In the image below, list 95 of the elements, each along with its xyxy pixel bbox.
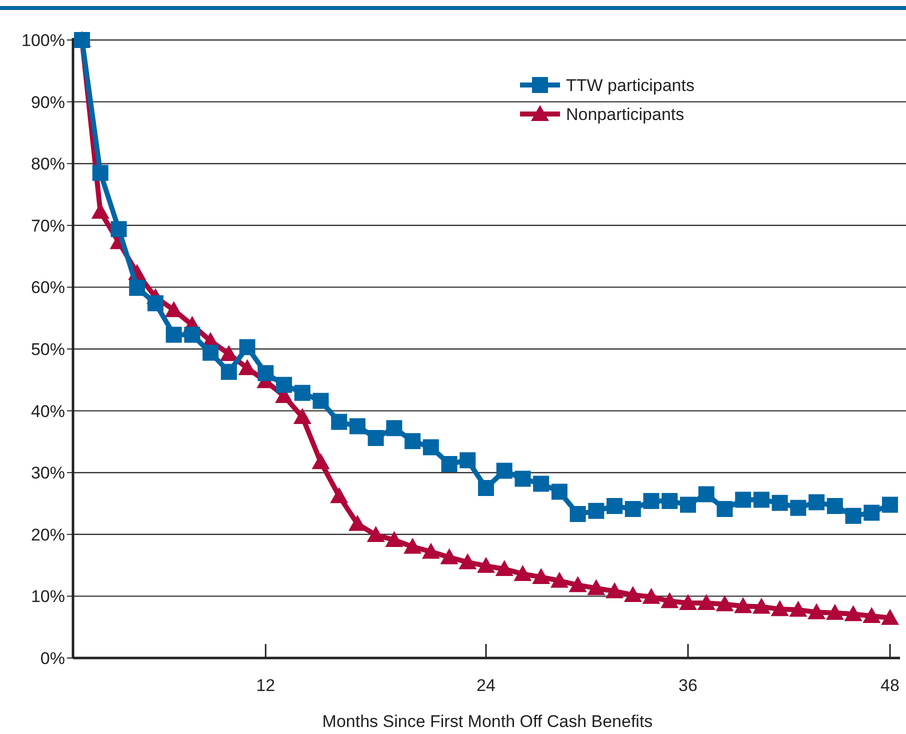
point [808,603,826,620]
y-tick-label: 90% [30,92,65,112]
point [550,572,568,588]
point [734,597,752,614]
point [753,492,770,508]
point [220,364,237,380]
y-tick-label: 70% [30,216,65,236]
point [790,500,806,516]
point [882,496,898,513]
point [588,502,604,519]
point [680,496,696,513]
point [422,439,439,456]
point [826,498,843,514]
point [844,605,862,622]
point [349,418,366,434]
point [129,280,146,296]
point [460,452,476,468]
point [808,494,825,510]
point [679,594,697,610]
point [348,514,366,531]
point [477,556,495,573]
point [587,579,606,596]
point [698,486,714,502]
point [147,295,164,312]
point [293,408,312,424]
point [551,484,568,500]
point [368,430,384,446]
point [92,164,108,181]
y-tick-label: 30% [30,464,65,483]
y-tick-label: 20% [30,525,65,544]
point [440,548,458,564]
point [716,501,733,518]
legend-label: TTW participants [566,76,694,95]
point [862,606,881,623]
point [458,553,477,570]
point [735,492,752,508]
point [514,470,531,487]
point [496,462,512,479]
point [366,526,385,542]
point [642,588,660,604]
x-tick-label: 12 [256,676,276,695]
point [202,344,219,361]
point [624,586,642,602]
point [478,480,494,496]
point [294,384,310,401]
point [312,392,329,409]
y-tick-label: 80% [30,154,65,174]
x-axis-title: Months Since First Month Off Cash Benefits [322,712,653,731]
x-tick-label: 36 [678,676,698,695]
point [331,414,348,430]
x-tick-label: 48 [880,676,900,695]
point [386,420,402,436]
point [385,530,404,547]
point [772,494,788,511]
point [606,498,623,514]
point [239,339,256,356]
point [845,508,862,524]
point [570,506,586,522]
point [568,576,587,592]
point [662,493,678,510]
legend-label: Nonparticipants [566,104,684,124]
point [770,600,789,616]
point [330,487,348,504]
y-tick-label: 100% [22,30,65,50]
point [660,592,679,608]
point [312,453,330,470]
y-tick-label: 40% [30,402,65,421]
point [532,568,550,584]
point [624,501,641,518]
point [110,221,127,238]
point [533,476,550,492]
point [404,538,422,554]
point [643,493,660,510]
y-tick-label: 60% [30,278,65,298]
point [864,504,880,521]
point [184,326,200,343]
point [276,376,292,393]
point [881,608,899,625]
point [752,598,770,614]
y-tick-label: 10% [30,587,65,606]
point [495,560,514,576]
y-tick-label: 50% [30,340,65,359]
point [258,365,274,382]
point [441,456,458,472]
point [697,594,716,610]
x-tick-label: 24 [476,676,496,695]
point [789,600,808,617]
y-tick-label: 0% [40,648,65,668]
point [514,564,532,581]
point [422,542,440,559]
point [166,326,182,343]
point [826,604,844,620]
point [606,582,624,598]
point [404,433,421,450]
point [716,595,734,612]
